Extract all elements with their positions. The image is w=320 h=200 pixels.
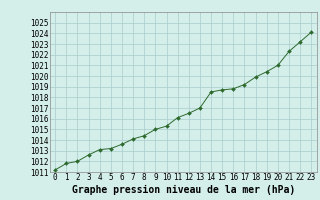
X-axis label: Graphe pression niveau de la mer (hPa): Graphe pression niveau de la mer (hPa) bbox=[72, 185, 295, 195]
